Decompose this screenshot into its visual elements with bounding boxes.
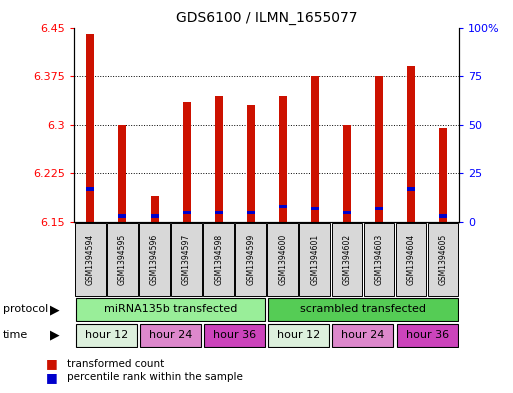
Bar (86, 34, 94, 222)
FancyBboxPatch shape (139, 223, 170, 296)
Bar (86, 187, 94, 191)
Text: GSM1394595: GSM1394595 (118, 234, 127, 285)
FancyBboxPatch shape (75, 223, 106, 296)
FancyBboxPatch shape (204, 323, 265, 347)
Bar (247, 105, 255, 222)
FancyBboxPatch shape (267, 223, 298, 296)
FancyBboxPatch shape (203, 223, 234, 296)
Bar (214, 95, 223, 222)
Text: time: time (3, 330, 28, 340)
FancyBboxPatch shape (364, 223, 394, 296)
FancyBboxPatch shape (235, 223, 266, 296)
Text: ▶: ▶ (50, 329, 60, 342)
Bar (439, 215, 447, 218)
Bar (439, 128, 447, 222)
Text: GSM1394602: GSM1394602 (342, 234, 351, 285)
Text: ■: ■ (46, 357, 58, 370)
FancyBboxPatch shape (332, 323, 393, 347)
FancyBboxPatch shape (397, 323, 458, 347)
Bar (279, 95, 287, 222)
Text: GSM1394603: GSM1394603 (374, 234, 384, 285)
FancyBboxPatch shape (300, 223, 330, 296)
FancyBboxPatch shape (331, 223, 362, 296)
FancyBboxPatch shape (76, 323, 137, 347)
Bar (119, 215, 127, 218)
Text: scrambled transfected: scrambled transfected (300, 305, 426, 314)
Text: GSM1394598: GSM1394598 (214, 234, 223, 285)
Bar (311, 76, 319, 222)
Bar (150, 196, 159, 222)
Bar (343, 125, 351, 222)
Bar (119, 125, 127, 222)
FancyBboxPatch shape (76, 298, 265, 321)
FancyBboxPatch shape (140, 323, 201, 347)
Text: ▶: ▶ (50, 303, 60, 316)
Text: hour 36: hour 36 (405, 330, 449, 340)
Bar (375, 76, 383, 222)
Text: miRNA135b transfected: miRNA135b transfected (104, 305, 237, 314)
Bar (407, 187, 415, 191)
Bar (407, 66, 415, 222)
Bar (247, 211, 255, 214)
FancyBboxPatch shape (268, 298, 458, 321)
FancyBboxPatch shape (396, 223, 426, 296)
Text: transformed count: transformed count (67, 358, 164, 369)
Text: hour 24: hour 24 (149, 330, 192, 340)
FancyBboxPatch shape (171, 223, 202, 296)
Text: hour 12: hour 12 (277, 330, 321, 340)
Bar (311, 207, 319, 210)
Text: GSM1394600: GSM1394600 (278, 234, 287, 285)
Bar (279, 205, 287, 208)
Text: GSM1394605: GSM1394605 (439, 234, 448, 285)
Text: GSM1394604: GSM1394604 (406, 234, 416, 285)
Text: hour 36: hour 36 (213, 330, 256, 340)
Bar (343, 211, 351, 214)
Text: GSM1394596: GSM1394596 (150, 234, 159, 285)
Text: GSM1394599: GSM1394599 (246, 234, 255, 285)
Bar (214, 211, 223, 214)
FancyBboxPatch shape (107, 223, 138, 296)
Bar (183, 102, 191, 222)
Text: protocol: protocol (3, 305, 48, 314)
Text: GSM1394594: GSM1394594 (86, 234, 95, 285)
Title: GDS6100 / ILMN_1655077: GDS6100 / ILMN_1655077 (176, 11, 358, 25)
Bar (183, 211, 191, 214)
Text: ■: ■ (46, 371, 58, 384)
Text: GSM1394597: GSM1394597 (182, 234, 191, 285)
FancyBboxPatch shape (428, 223, 459, 296)
FancyBboxPatch shape (268, 323, 329, 347)
Text: percentile rank within the sample: percentile rank within the sample (67, 372, 243, 382)
Bar (150, 215, 159, 218)
Text: GSM1394601: GSM1394601 (310, 234, 320, 285)
Bar (375, 207, 383, 210)
Text: hour 12: hour 12 (85, 330, 128, 340)
Text: hour 24: hour 24 (341, 330, 385, 340)
